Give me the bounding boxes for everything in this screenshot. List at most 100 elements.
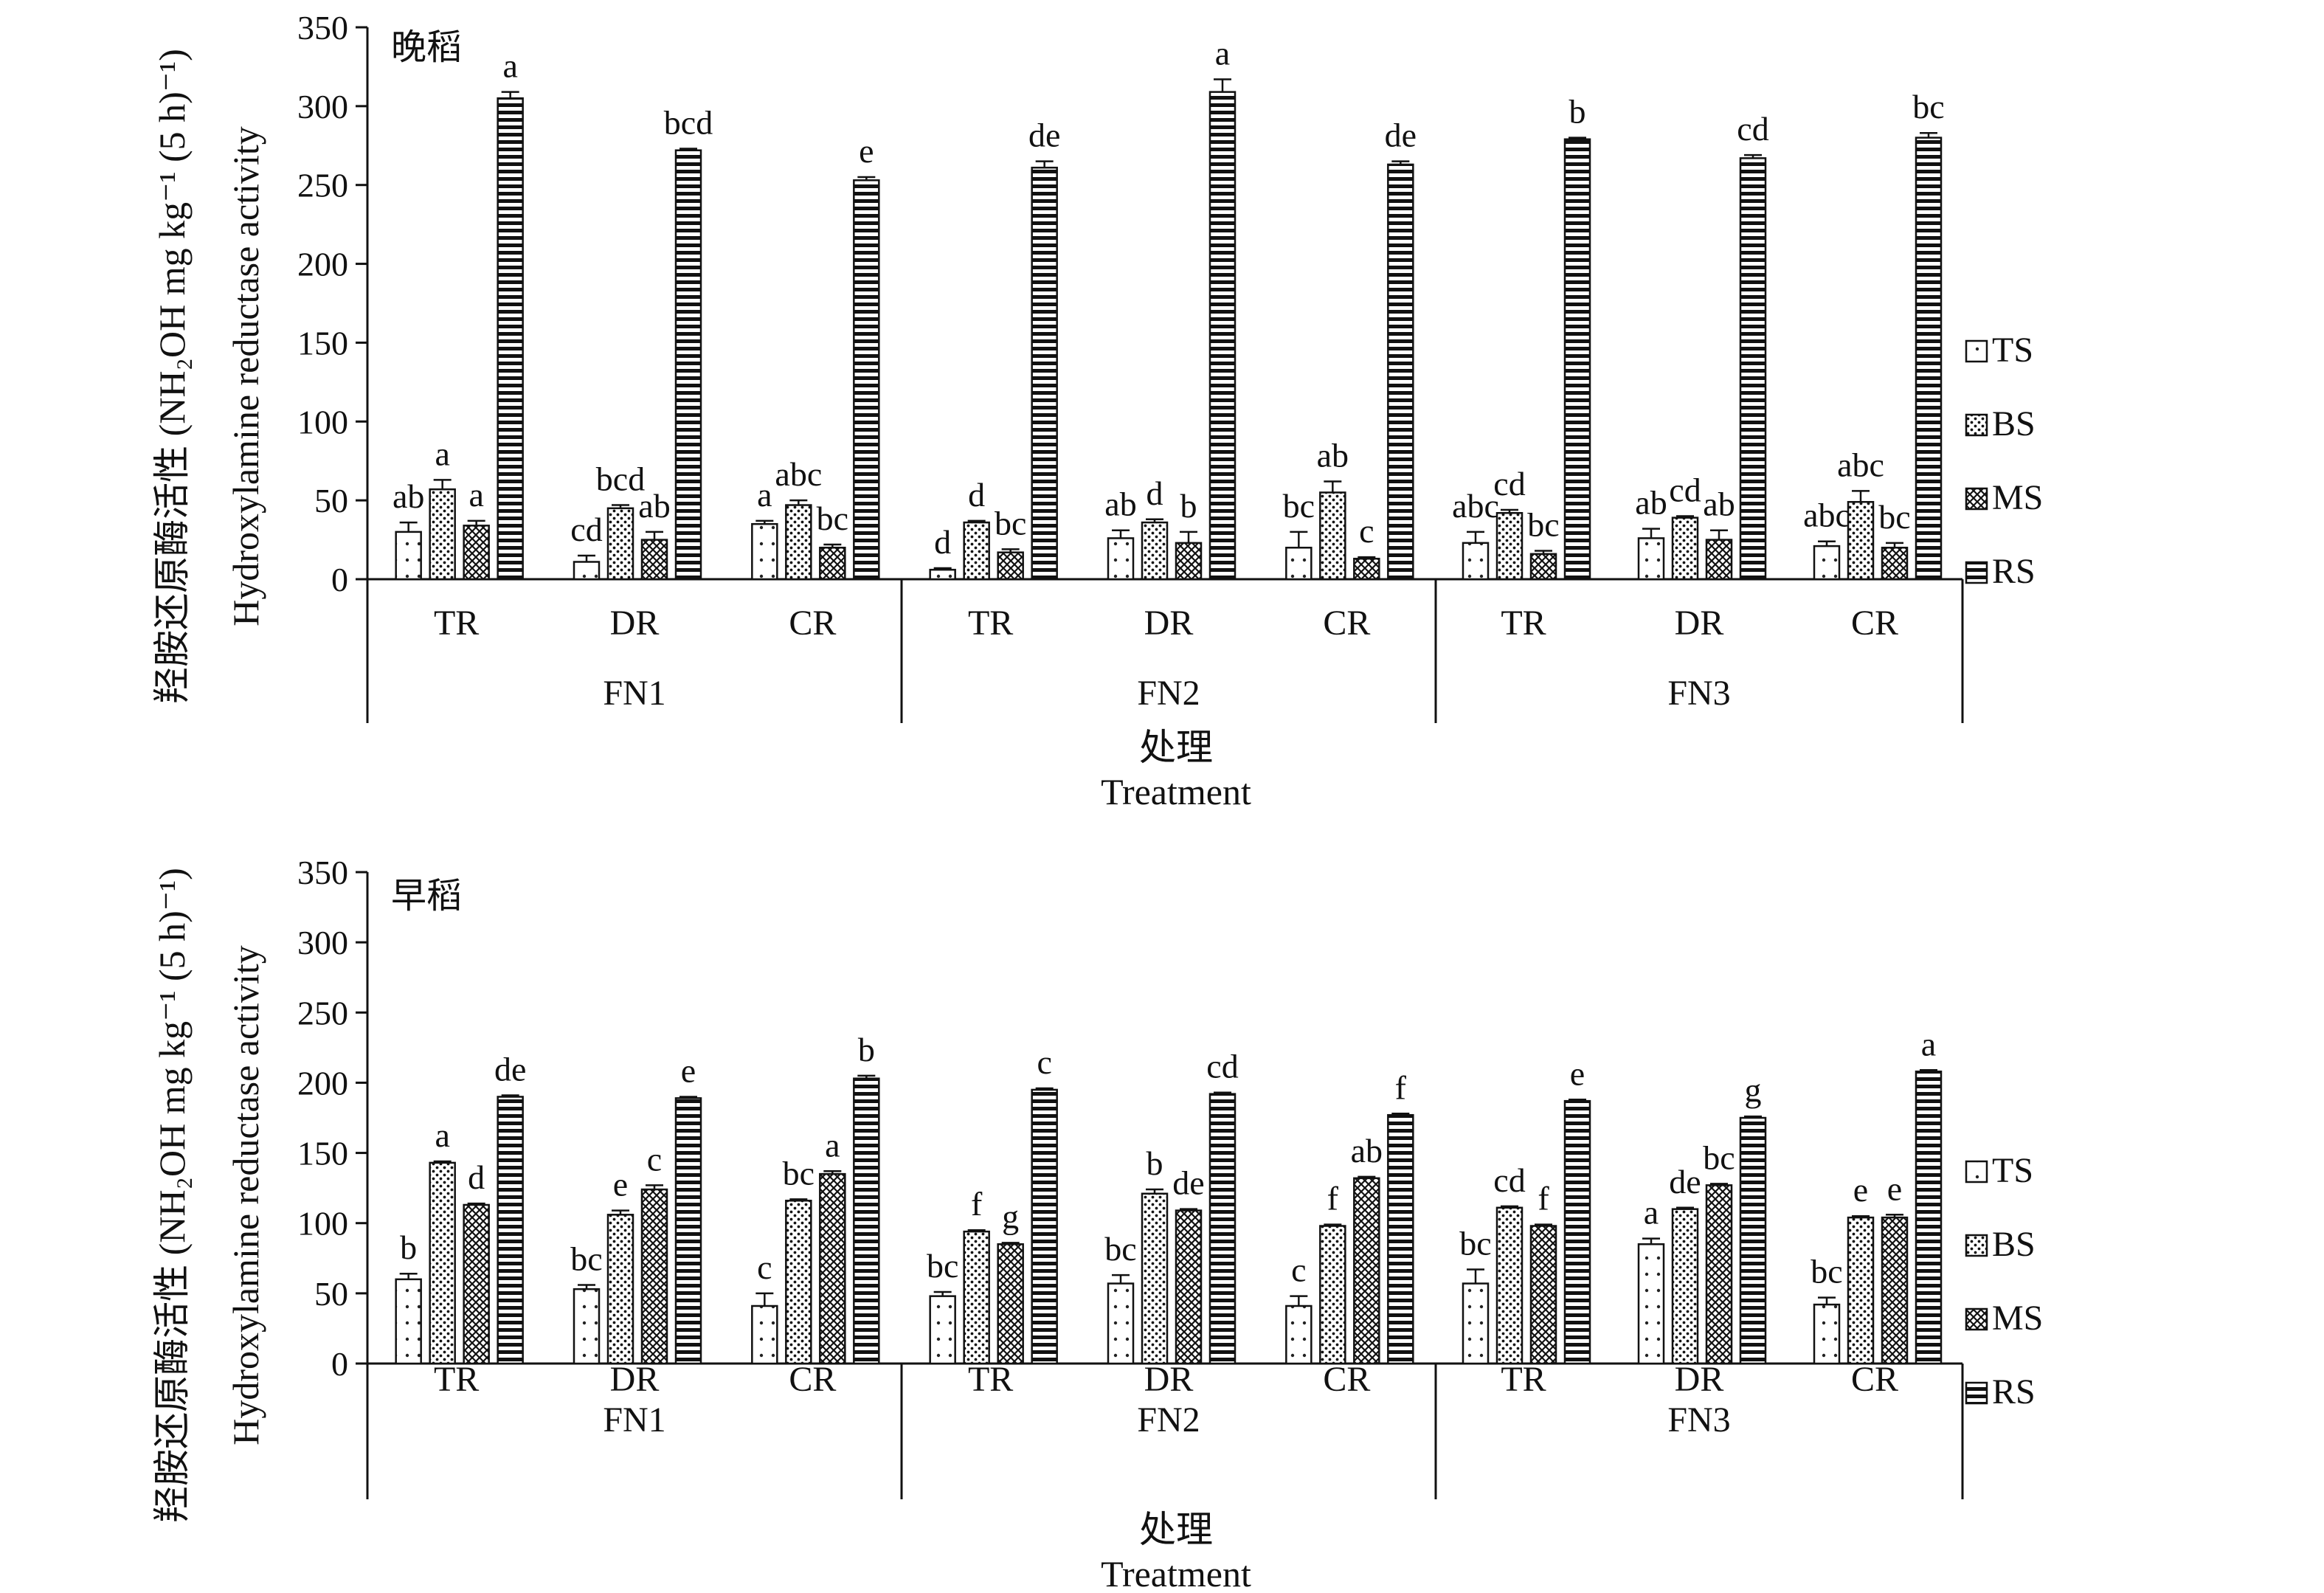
x-tick-label: DR — [1144, 604, 1194, 643]
significance-label: b — [1180, 487, 1197, 525]
significance-label: ab — [1317, 436, 1349, 474]
bar-bs — [1495, 1206, 1524, 1365]
bar-rs — [1208, 91, 1237, 581]
significance-label: bc — [817, 500, 848, 537]
group-label: FN3 — [1667, 674, 1730, 713]
bar-ms — [997, 1243, 1024, 1365]
bar-rs — [1915, 137, 1943, 581]
significance-label: ab — [392, 477, 424, 515]
bar-ms — [1529, 1225, 1557, 1365]
significance-label: d — [468, 1158, 485, 1196]
significance-label: a — [468, 476, 483, 514]
bar-ts — [1107, 537, 1135, 581]
x-tick-label: TR — [434, 1360, 479, 1399]
legend-label-rs: RS — [1992, 552, 2036, 591]
y-tick-label: 200 — [297, 1064, 348, 1102]
significance-label: cd — [1206, 1048, 1238, 1085]
legend-swatch-bs — [1965, 413, 1988, 437]
bar-rs — [1031, 166, 1058, 581]
bar-ms — [997, 551, 1024, 581]
legend-label-ms: MS — [1992, 1299, 2043, 1338]
x-tick-label: TR — [434, 604, 479, 643]
significance-label: g — [1002, 1198, 1019, 1235]
significance-label: e — [859, 132, 874, 170]
bar-rs — [1387, 1113, 1414, 1365]
x-tick-label: TR — [1501, 604, 1546, 643]
x-tick-label: DR — [1675, 1360, 1724, 1399]
bar-bs — [1847, 1216, 1875, 1365]
significance-label: ab — [1104, 485, 1136, 523]
bar-ts — [751, 1305, 778, 1365]
bar-bs — [1495, 511, 1524, 581]
x-axis-title-en: Treatment — [1101, 771, 1251, 812]
bar-bs — [429, 1161, 456, 1365]
significance-label: abc — [1837, 446, 1884, 483]
group-label: FN3 — [1667, 1400, 1730, 1440]
significance-label: abc — [1803, 497, 1850, 534]
bar-ms — [1529, 553, 1557, 581]
y-tick-label: 50 — [314, 482, 348, 519]
significance-label: bc — [995, 504, 1026, 542]
y-tick-label: 300 — [297, 88, 348, 125]
bar-rs — [1031, 1088, 1058, 1365]
significance-label: abc — [775, 455, 822, 493]
x-axis-title-cn: 处理 — [1139, 727, 1213, 768]
bar-rs — [497, 1096, 524, 1365]
y-tick-label: 100 — [297, 1205, 348, 1243]
x-tick-label: TR — [1501, 1360, 1546, 1399]
significance-label: bcd — [664, 104, 713, 142]
significance-label: bc — [927, 1247, 958, 1285]
significance-label: a — [1215, 35, 1230, 72]
y-axis-title-en: Hydroxylamine reductase activity — [225, 945, 266, 1445]
bar-bs — [785, 504, 812, 581]
x-tick-label: DR — [610, 1360, 660, 1399]
significance-label: bc — [570, 1240, 602, 1277]
bar-rs — [853, 179, 880, 581]
panel-tag: 早稻 — [391, 877, 462, 916]
bar-ms — [1705, 1184, 1733, 1365]
significance-label: bc — [1703, 1138, 1735, 1176]
group-label: FN2 — [1137, 674, 1200, 713]
group-label: FN1 — [603, 1400, 665, 1440]
significance-label: d — [968, 476, 985, 514]
significance-label: f — [971, 1185, 983, 1223]
significance-label: d — [934, 523, 951, 561]
group-label: FN2 — [1137, 1400, 1200, 1440]
significance-label: a — [502, 47, 517, 85]
significance-label: a — [757, 476, 772, 514]
y-tick-label: 300 — [297, 924, 348, 961]
bar-bs — [1671, 1208, 1699, 1365]
significance-label: e — [681, 1051, 696, 1089]
bar-ms — [463, 525, 490, 581]
legend-swatch-rs — [1965, 1381, 1988, 1405]
y-tick-label: 150 — [297, 324, 348, 362]
y-tick-label: 0 — [331, 1345, 348, 1383]
significance-label: bc — [1878, 498, 1910, 536]
legend-swatch-ts — [1965, 339, 1988, 363]
significance-label: e — [613, 1166, 628, 1203]
bar-bs — [1319, 491, 1346, 581]
x-tick-label: TR — [968, 1360, 1013, 1399]
legend-label-ts: TS — [1992, 331, 2033, 370]
bar-ms — [640, 539, 668, 581]
bar-ts — [1637, 1243, 1665, 1365]
bar-bs — [1847, 501, 1875, 581]
bar-rs — [1563, 1099, 1591, 1365]
x-tick-label: CR — [1851, 604, 1898, 643]
bar-bs — [785, 1200, 812, 1365]
bar-ms — [1353, 1177, 1380, 1365]
legend: TS BS MS RS — [1965, 1151, 2043, 1411]
x-axis-title-en: Treatment — [1101, 1553, 1251, 1589]
bar-ts — [573, 561, 601, 581]
bar-ts — [1107, 1282, 1135, 1365]
significance-label: b — [858, 1031, 875, 1068]
legend-label-bs: BS — [1992, 404, 2036, 443]
significance-label: cd — [1669, 471, 1701, 509]
bar-rs — [1915, 1070, 1943, 1365]
significance-label: ab — [1703, 485, 1735, 523]
significance-label: cd — [1737, 110, 1768, 148]
significance-label: bc — [1459, 1225, 1491, 1262]
bar-ts — [929, 568, 956, 581]
significance-label: ab — [1351, 1132, 1383, 1169]
